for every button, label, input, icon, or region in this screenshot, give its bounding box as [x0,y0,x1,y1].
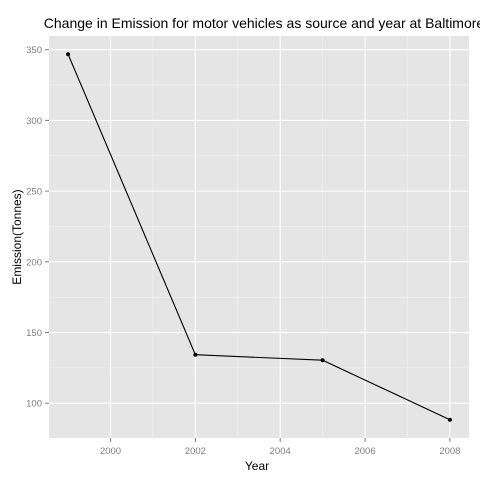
x-tick-label: 2000 [100,446,121,457]
data-point [193,353,197,357]
x-tick-label: 2002 [185,446,206,457]
y-tick-label: 100 [26,399,42,410]
data-point [66,52,70,56]
chart-title: Change in Emission for motor vehicles as… [44,15,480,31]
x-axis-label: Year [245,459,269,473]
x-tick-label: 2006 [354,446,375,457]
y-tick-label: 150 [26,328,42,339]
y-tick-label: 300 [26,116,42,127]
y-tick-label: 200 [26,257,42,268]
y-tick-label: 250 [26,187,42,198]
data-point [321,358,325,362]
x-tick-label: 2004 [270,446,291,457]
y-axis-ticks: 100 150 200 250 300 350 [26,45,49,409]
plot-panel [49,36,469,438]
data-point [448,418,452,422]
x-tick-label: 2008 [439,446,460,457]
y-tick-label: 350 [26,45,42,56]
x-axis-ticks: 2000 2002 2004 2006 2008 [100,438,461,457]
y-axis-label: Emission(Tonnes) [10,189,24,284]
